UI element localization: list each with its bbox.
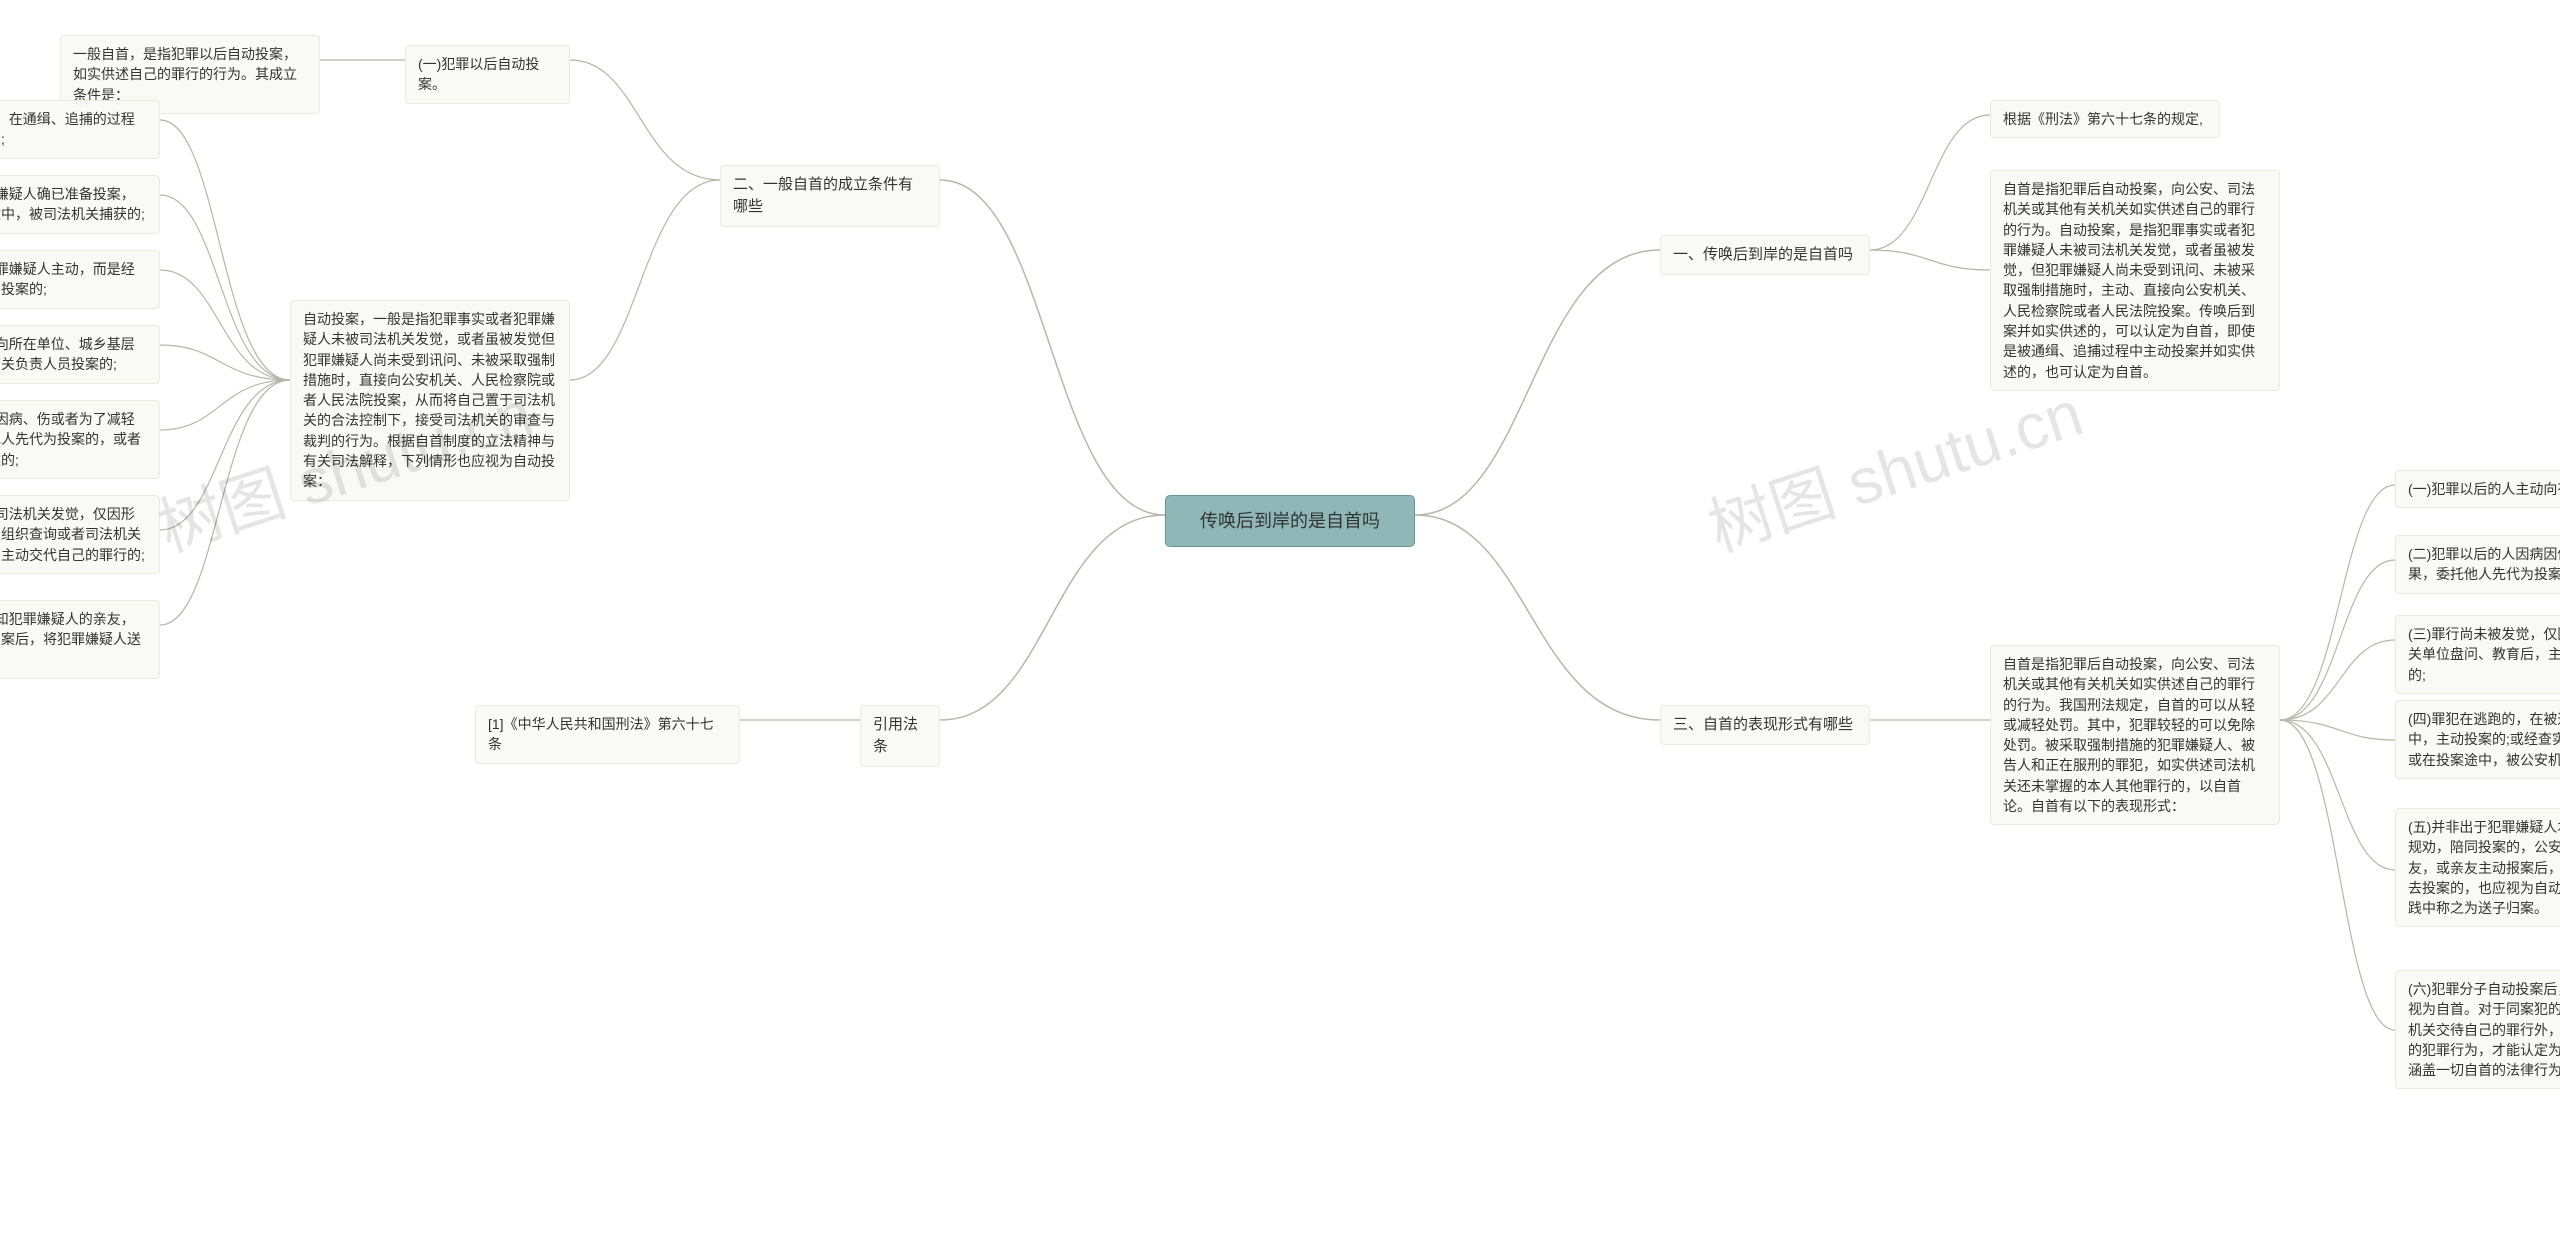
leaf-l1-i1: 1、犯罪后逃跑，在通缉、追捕的过程中，主动投案的;	[0, 100, 160, 159]
leaf-r2-3: (三)罪行尚未被发觉，仅因形迹可疑，被有关单位盘问、教育后，主动交待自己罪行的;	[2395, 615, 2560, 694]
leaf-l1-1: (一)犯罪以后自动投案。	[405, 45, 570, 104]
leaf-l1-i2: 2、经查实犯罪嫌疑人确已准备投案，或者正在投案途中，被司法机关捕获的;	[0, 175, 160, 234]
leaf-l1-i5: 5、犯罪嫌疑人因病、伤或者为了减轻犯罪后果委托他人先代为投案的，或者先以信、电投…	[0, 400, 160, 479]
leaf-l1-i3: 3、并非出于犯罪嫌疑人主动，而是经亲友规劝、陪同投案的;	[0, 250, 160, 309]
leaf-r2-4: (四)罪犯在逃跑的，在被通缉、追捕过程中，主动投案的;或经查实确已准备投案，或在…	[2395, 700, 2560, 779]
leaf-r2-1: (一)犯罪以后的人主动向有关单位投案的;	[2395, 470, 2560, 508]
leaf-r1-2: 自首是指犯罪后自动投案，向公安、司法机关或其他有关机关如实供述自己的罪行的行为。…	[1990, 170, 2280, 391]
branch-right-2[interactable]: 三、自首的表现形式有哪些	[1660, 705, 1870, 745]
root-node[interactable]: 传唤后到岸的是自首吗	[1165, 495, 1415, 547]
leaf-r1-1: 根据《刑法》第六十七条的规定,	[1990, 100, 2220, 138]
leaf-l2-1: [1]《中华人民共和国刑法》第六十七条	[475, 705, 740, 764]
leaf-l1-i4: 4、犯罪嫌疑人向所在单位、城乡基层组织或者其他有关负责人员投案的;	[0, 325, 160, 384]
branch-left-2[interactable]: 引用法条	[860, 705, 940, 767]
leaf-l1-i7: 7、司法机关通知犯罪嫌疑人的亲友，或者亲友主动报案后，将犯罪嫌疑人送去投案的。	[0, 600, 160, 679]
leaf-r2-6: (六)犯罪分子自动投案后，又逃跑的，不能视为自首。对于同案犯的自首，在向司法机关…	[2395, 970, 2560, 1089]
branch-right-1[interactable]: 一、传唤后到岸的是自首吗	[1660, 235, 1870, 275]
leaf-r2-5: (五)并非出于犯罪嫌疑人本意，而是经亲友规劝，陪同投案的，公安机关通知其亲友，或…	[2395, 808, 2560, 927]
leaf-r2-intro: 自首是指犯罪后自动投案，向公安、司法机关或其他有关机关如实供述自己的罪行的行为。…	[1990, 645, 2280, 825]
mindmap-canvas: 传唤后到岸的是自首吗 一、传唤后到岸的是自首吗 根据《刑法》第六十七条的规定, …	[0, 0, 2560, 1249]
leaf-r2-2: (二)犯罪以后的人因病因伤为了减轻犯罪后果，委托他人先代为投案或先以信电投案;	[2395, 535, 2560, 594]
leaf-l1-i6: 6、罪行尚未被司法机关发觉，仅因形迹可疑，被有关组织查询或者司法机关盘问、教育后…	[0, 495, 160, 574]
branch-left-1[interactable]: 二、一般自首的成立条件有哪些	[720, 165, 940, 227]
leaf-l1-intro: 自动投案，一般是指犯罪事实或者犯罪嫌疑人未被司法机关发觉，或者虽被发觉但犯罪嫌疑…	[290, 300, 570, 501]
